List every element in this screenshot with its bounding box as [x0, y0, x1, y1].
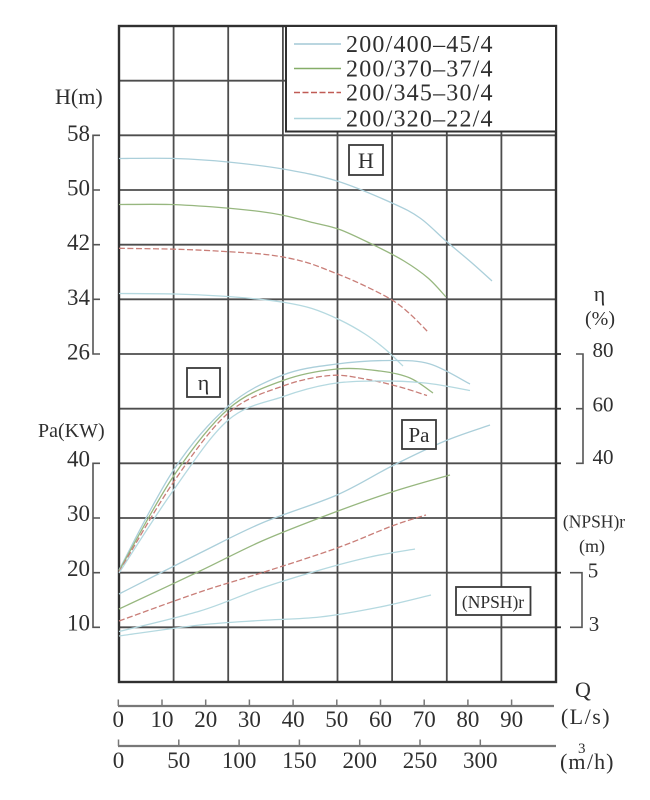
svg-text:30: 30 [238, 707, 261, 732]
svg-text:34: 34 [67, 285, 91, 310]
svg-text:(%): (%) [585, 308, 615, 330]
svg-text:10: 10 [67, 611, 90, 636]
svg-text:50: 50 [325, 707, 348, 732]
svg-text:60: 60 [369, 707, 392, 732]
svg-text:Q: Q [575, 677, 591, 702]
svg-text:η: η [594, 281, 606, 306]
svg-text:40: 40 [282, 707, 305, 732]
svg-text:70: 70 [413, 707, 436, 732]
svg-text:(NPSH)r: (NPSH)r [563, 512, 625, 532]
svg-text:90: 90 [500, 707, 523, 732]
svg-text:80: 80 [593, 338, 614, 362]
svg-text:150: 150 [282, 748, 317, 773]
svg-text:/h): /h) [587, 749, 614, 774]
svg-text:80: 80 [456, 707, 479, 732]
svg-text:30: 30 [67, 501, 90, 526]
svg-text:50: 50 [67, 176, 90, 201]
svg-text:H(m): H(m) [55, 84, 103, 109]
svg-text:5: 5 [588, 559, 599, 583]
svg-text:(m): (m) [579, 536, 605, 557]
svg-text:(L/s): (L/s) [561, 704, 611, 729]
svg-text:0: 0 [113, 707, 125, 732]
svg-text:200/345–30/4: 200/345–30/4 [346, 81, 494, 107]
svg-text:20: 20 [194, 707, 217, 732]
svg-text:42: 42 [67, 230, 90, 255]
svg-text:H: H [358, 148, 374, 173]
svg-text:200/400–45/4: 200/400–45/4 [346, 32, 494, 58]
svg-text:300: 300 [463, 748, 498, 773]
svg-text:40: 40 [593, 445, 614, 469]
svg-text:3: 3 [578, 741, 586, 757]
svg-text:200/320–22/4: 200/320–22/4 [346, 107, 494, 133]
svg-text:20: 20 [67, 556, 90, 581]
svg-text:Pa: Pa [409, 423, 431, 447]
svg-text:3: 3 [589, 612, 600, 636]
svg-text:0: 0 [113, 748, 125, 773]
svg-text:40: 40 [67, 447, 90, 472]
svg-text:250: 250 [403, 748, 438, 773]
svg-text:η: η [198, 370, 210, 395]
svg-text:(m: (m [560, 749, 586, 774]
svg-text:200: 200 [342, 748, 377, 773]
svg-text:(NPSH)r: (NPSH)r [462, 592, 524, 612]
svg-text:100: 100 [222, 748, 257, 773]
svg-text:50: 50 [167, 748, 190, 773]
svg-text:10: 10 [151, 707, 174, 732]
svg-text:60: 60 [593, 393, 614, 417]
svg-text:Pa(KW): Pa(KW) [38, 420, 105, 442]
svg-text:200/370–37/4: 200/370–37/4 [346, 57, 494, 83]
svg-text:26: 26 [67, 340, 90, 365]
svg-text:58: 58 [67, 121, 90, 146]
